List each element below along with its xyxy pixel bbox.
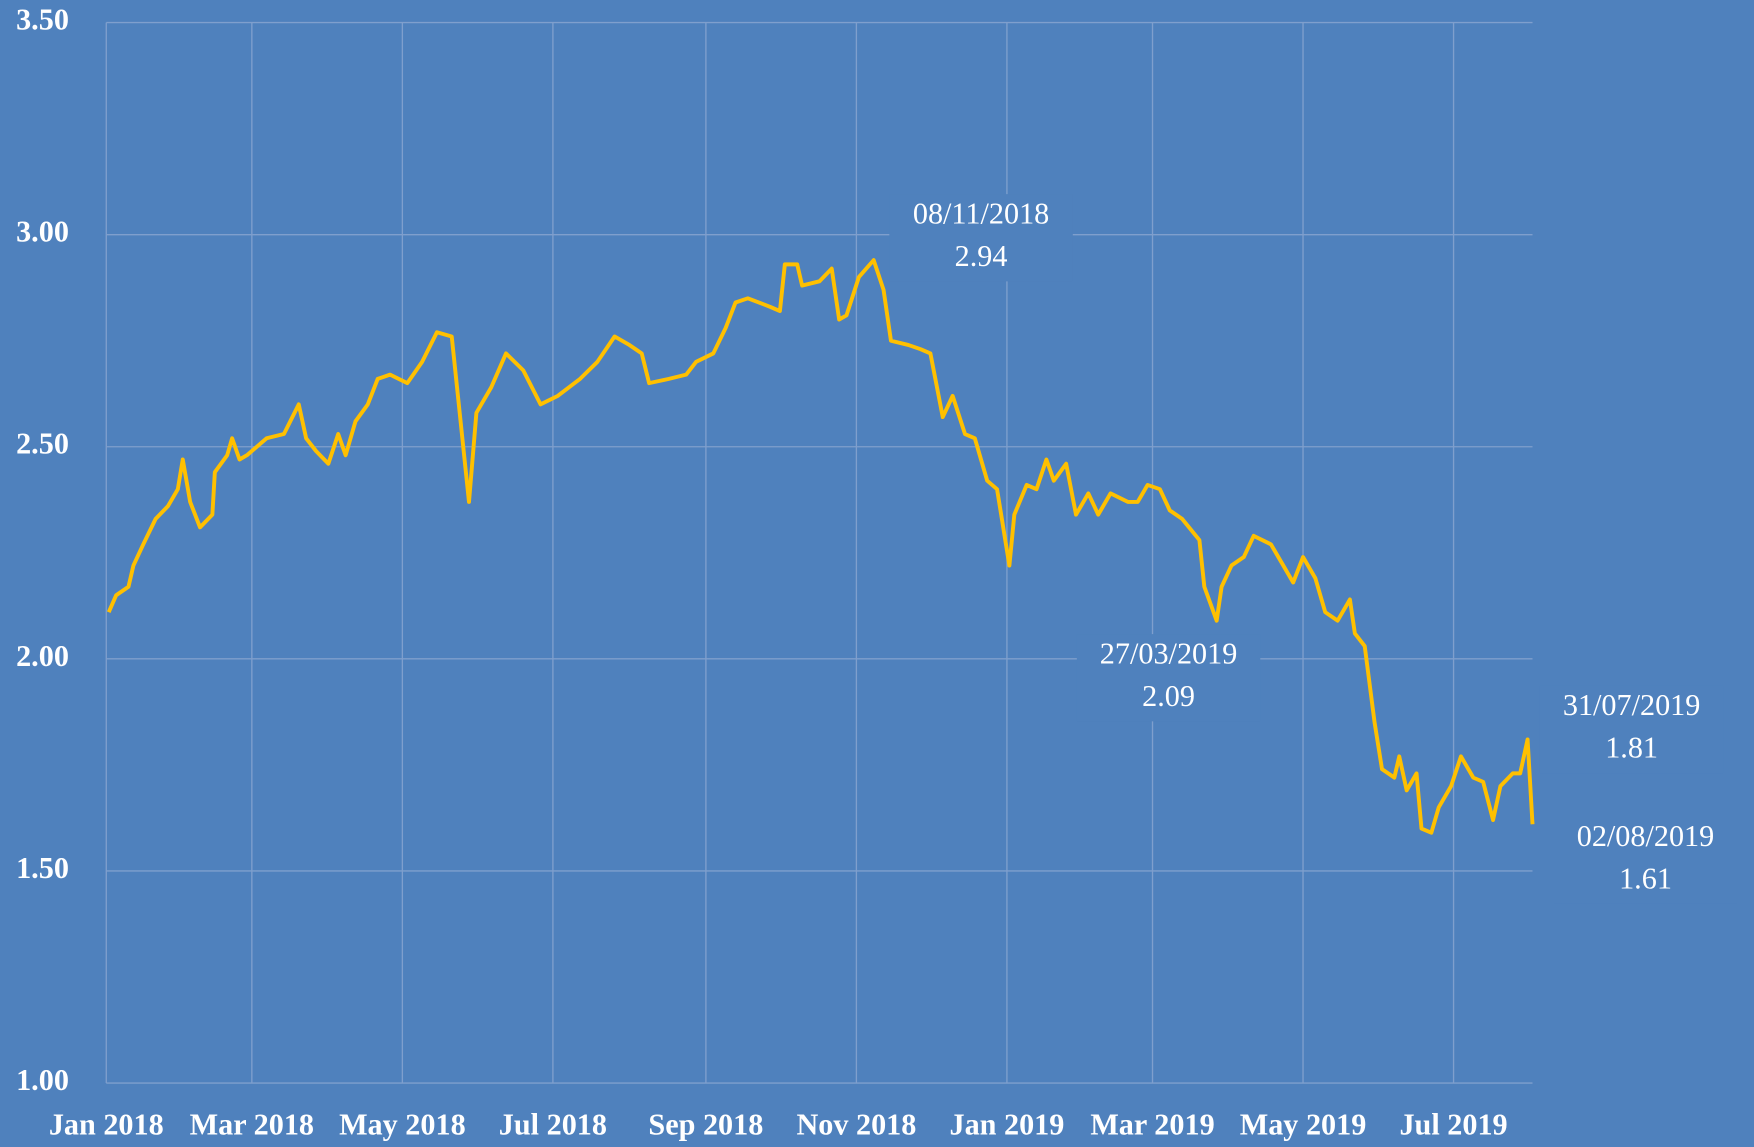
annotation-date: 02/08/2019 (1577, 819, 1715, 853)
annotation-date: 08/11/2018 (913, 196, 1049, 230)
x-tick-label: Jan 2019 (949, 1108, 1064, 1142)
y-tick-label: 3.50 (16, 3, 69, 37)
annotation-value: 2.09 (1142, 679, 1195, 713)
annotation-value: 1.81 (1605, 731, 1658, 765)
annotation-bg (889, 194, 1073, 282)
y-tick-label: 1.00 (16, 1063, 69, 1097)
x-tick-label: Jul 2018 (499, 1108, 607, 1142)
x-tick-label: Nov 2018 (796, 1108, 916, 1142)
x-tick-label: Jan 2018 (49, 1108, 164, 1142)
x-tick-label: Jul 2019 (1399, 1108, 1507, 1142)
annotation-date: 27/03/2019 (1100, 636, 1238, 670)
y-tick-label: 2.00 (16, 639, 69, 673)
x-tick-label: Mar 2018 (190, 1108, 314, 1142)
annotation-value: 1.61 (1619, 861, 1672, 895)
y-tick-label: 3.00 (16, 215, 69, 249)
annotation-bg (1553, 816, 1738, 904)
x-tick-label: Mar 2019 (1090, 1108, 1214, 1142)
annotation-date: 31/07/2019 (1563, 688, 1701, 722)
y-tick-label: 2.50 (16, 427, 69, 461)
annotation-value: 2.94 (955, 239, 1008, 273)
y-tick-label: 1.50 (16, 851, 69, 885)
line-series (106, 258, 1535, 835)
x-tick-label: May 2019 (1240, 1108, 1367, 1142)
annotation-bg (1539, 685, 1724, 774)
annotation-bg (1076, 634, 1261, 722)
x-tick-label: Sep 2018 (648, 1108, 763, 1142)
x-tick-label: May 2018 (339, 1108, 466, 1142)
